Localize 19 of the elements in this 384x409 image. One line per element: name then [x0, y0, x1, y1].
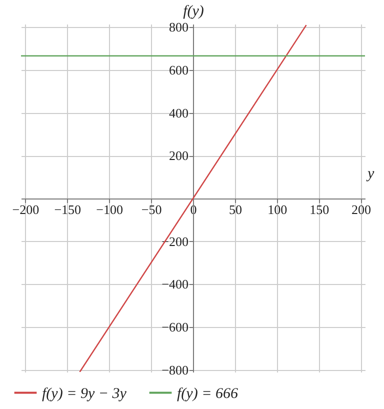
y-tick-label: 400 [169, 105, 188, 120]
x-tick-label: −200 [12, 202, 40, 218]
x-axis-title: y [366, 166, 374, 182]
x-tick-label: 150 [310, 202, 330, 218]
x-tick-label: 50 [228, 202, 242, 218]
x-tick-label: −50 [141, 202, 162, 218]
legend-label: f(y) = 9y − 3y [42, 386, 127, 402]
y-tick-label: 800 [169, 20, 188, 35]
y-tick-label: 600 [169, 62, 188, 78]
y-tick-label: −800 [162, 362, 188, 378]
x-tick-label: 200 [352, 202, 372, 218]
y-axis-title: f(y) [183, 4, 204, 20]
x-tick-label: −150 [54, 202, 82, 218]
x-tick-label: −100 [96, 202, 124, 218]
y-tick-label: −600 [162, 320, 188, 335]
legend-label: f(y) = 666 [177, 386, 238, 402]
x-tick-label: 100 [268, 202, 288, 218]
y-tick-label: −400 [162, 276, 188, 292]
y-tick-label: 200 [169, 148, 188, 164]
